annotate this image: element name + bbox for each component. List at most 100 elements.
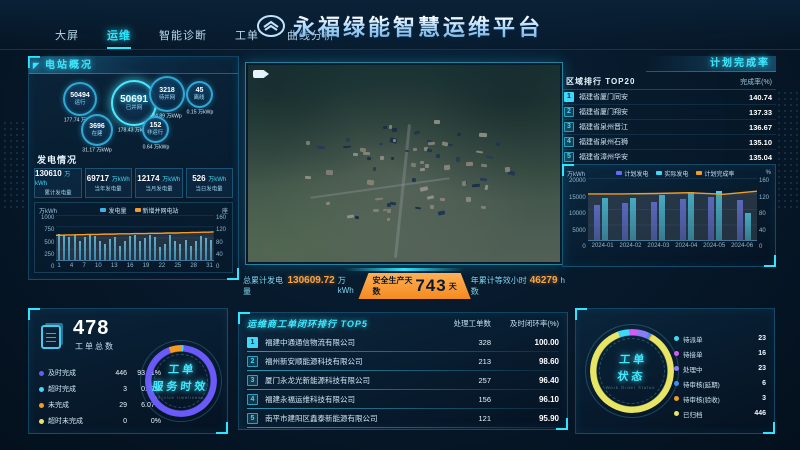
vendor-rate-col-header: 及时闭环率(%) bbox=[509, 318, 559, 328]
stat-label: 当日发电量 bbox=[195, 186, 223, 193]
vendor-name: 厦门永龙光新能源科技有限公司 bbox=[265, 376, 370, 385]
legend-dot bbox=[39, 370, 44, 376]
nav-item-运维[interactable]: 运维 bbox=[107, 27, 131, 49]
work-status-legend-item[interactable]: 待派单 23 bbox=[674, 331, 766, 346]
gauge2-subtitle: Work Order Status bbox=[605, 385, 656, 391]
work-status-legend-item[interactable]: 待接单 16 bbox=[674, 346, 766, 361]
plan-plot-area bbox=[587, 178, 757, 241]
legend-swatch bbox=[656, 171, 663, 175]
vendor-ranking-row[interactable]: 3 厦门永龙光新能源科技有限公司 257 96.40 bbox=[239, 371, 567, 390]
vendor-ranking-title: 运维商工单闭环排行 TOP5 bbox=[247, 318, 368, 329]
legend-dot bbox=[39, 402, 44, 408]
bubble-label: 已并网 bbox=[125, 105, 143, 111]
y-tick: 250 bbox=[44, 251, 55, 258]
region-ranking-col-header: 完成率(%) bbox=[740, 78, 772, 86]
bubble-value: 3218 bbox=[159, 86, 175, 94]
daily-bar bbox=[68, 236, 71, 260]
legend-item[interactable]: 实际发电 bbox=[656, 169, 688, 178]
station-panel-title-text: 电站概况 bbox=[45, 60, 93, 71]
work-timeliness-legend-item[interactable]: 超时未完成 0 0% bbox=[39, 413, 161, 429]
legend-dot bbox=[674, 381, 679, 386]
legend-swatch bbox=[134, 208, 141, 212]
bubble-value: 152 bbox=[149, 122, 162, 130]
bubble-value: 45 bbox=[195, 87, 204, 95]
legend-item[interactable]: 发电量 bbox=[100, 206, 127, 215]
work-status-legend-item[interactable]: 待审核(验收) 3 bbox=[674, 391, 766, 406]
region-ranking-row[interactable]: 3 福建省泉州晋江 136.67 bbox=[562, 120, 776, 135]
nav-item-智能诊断[interactable]: 智能诊断 bbox=[159, 30, 207, 42]
safety-days-unit: 天 bbox=[448, 281, 457, 291]
y-tick: 0 bbox=[215, 264, 220, 270]
nav-item-曲线分析[interactable]: 曲线分析 bbox=[287, 27, 335, 49]
vendor-name: 南平市建阳区鑫泰新能源有限公司 bbox=[265, 414, 378, 423]
legend-swatch bbox=[100, 208, 107, 212]
region-ranking-row[interactable]: 1 福建省厦门同安 140.74 bbox=[562, 90, 776, 105]
completion-line bbox=[587, 178, 757, 240]
generation-stat-card: 69717 万kWh 当年发电量 bbox=[84, 168, 132, 198]
legend-swatch bbox=[696, 171, 703, 175]
region-name: 福建省泉州石狮 bbox=[579, 139, 628, 146]
work-status-legend-item[interactable]: 已归档 446 bbox=[674, 406, 766, 421]
photo-tint-overlay bbox=[248, 65, 560, 262]
work-timeliness-gauge: 工单 服务时效 Service timeliness bbox=[140, 340, 222, 422]
region-ranking-row[interactable]: 2 福建省厦门翔安 137.33 bbox=[562, 105, 776, 120]
vendor-closure-rate: 98.60 bbox=[538, 357, 559, 366]
region-ranking-list: 1 福建省厦门同安 140.74 2 福建省厦门翔安 137.33 3 福建省泉州晋江 136.… bbox=[562, 90, 776, 165]
vendor-ranking-list: 1 福建中通通信物流有限公司 328 100.00 2 福州新安顺能源科技有限公司 213 9… bbox=[239, 333, 567, 428]
legend-swatch bbox=[616, 171, 623, 175]
station-bubble-离线: 45 离线 bbox=[186, 81, 213, 108]
bar-group bbox=[622, 178, 637, 240]
generation-subtitle: 发电情况 bbox=[37, 155, 78, 165]
daily-chart-legend: 发电量 新增并网电站 bbox=[57, 206, 222, 215]
y-tick: 160 bbox=[758, 178, 769, 184]
daily-bar bbox=[159, 246, 162, 260]
plan-y-left-unit: 万kWh bbox=[567, 171, 586, 178]
generation-stat-card: 526 万kWh 当日发电量 bbox=[185, 168, 233, 198]
stat-label: 当月发电量 bbox=[145, 186, 173, 193]
daily-bar bbox=[118, 245, 121, 260]
daily-bar bbox=[73, 235, 76, 260]
y-tick: 40 bbox=[758, 227, 766, 234]
plan-completion-panel-title: 计划完成率 bbox=[646, 56, 776, 72]
y-tick: 40 bbox=[215, 251, 223, 258]
legend-item[interactable]: 计划完成率 bbox=[696, 169, 734, 178]
vendor-ranking-row[interactable]: 2 福州新安顺能源科技有限公司 213 98.60 bbox=[239, 352, 567, 371]
legend-item[interactable]: 新增并网电站 bbox=[134, 206, 179, 215]
generation-stat-card: 12174 万kWh 当月发电量 bbox=[135, 168, 183, 198]
plan-y-axis-right: 160 120 80 40 0 bbox=[757, 178, 771, 250]
bar-实际发电 bbox=[744, 213, 751, 240]
x-tick: 2024-06 bbox=[731, 242, 754, 249]
station-bubbles: 50494 运行 177.74 万kWp 50691 已并网 178.43 万kWp 321… bbox=[29, 76, 238, 153]
daily-bar bbox=[179, 243, 182, 260]
daily-bar bbox=[164, 244, 167, 260]
nav-item-大屏[interactable]: 大屏 bbox=[55, 30, 79, 42]
region-ranking-row[interactable]: 5 福建省漳州华安 135.04 bbox=[562, 150, 776, 165]
vendor-ranking-row[interactable]: 4 福建永福运维科技有限公司 156 96.10 bbox=[239, 390, 567, 409]
vendor-order-count: 328 bbox=[478, 338, 491, 347]
daily-bar bbox=[134, 234, 137, 260]
vendor-ranking-row[interactable]: 1 福建中通通信物流有限公司 328 100.00 bbox=[239, 333, 567, 352]
bar-实际发电 bbox=[601, 197, 608, 240]
daily-bar bbox=[169, 234, 172, 260]
total-generation-label: 总累计发电量 bbox=[243, 276, 283, 296]
nav-item-工单[interactable]: 工单 bbox=[235, 30, 259, 42]
bubble-capacity: 0.64 万kWp bbox=[142, 145, 169, 151]
vendor-ranking-row[interactable]: 5 南平市建阳区鑫泰新能源有限公司 121 95.90 bbox=[239, 409, 567, 428]
x-tick: 31 bbox=[206, 262, 213, 269]
vendor-order-count: 121 bbox=[478, 414, 491, 423]
work-status-legend-item[interactable]: 处理中 23 bbox=[674, 361, 766, 376]
x-tick: 1 bbox=[57, 262, 61, 269]
daily-bar bbox=[184, 240, 187, 260]
legend-label: 新增并网电站 bbox=[142, 208, 179, 215]
bubble-label: 在建 bbox=[91, 130, 103, 137]
gauge1-title-line1: 工单 bbox=[167, 364, 197, 376]
region-name: 福建省泉州晋江 bbox=[579, 124, 628, 131]
daily-bar bbox=[83, 237, 86, 260]
camera-icon[interactable] bbox=[253, 70, 269, 78]
work-status-legend-item[interactable]: 待审核(延期) 6 bbox=[674, 376, 766, 391]
daily-generation-chart: 万kWh 发电量 新增并网电站 座 1000 750 500 250 0 1 4 7 10 13 1… bbox=[34, 202, 233, 273]
x-tick: 16 bbox=[126, 262, 134, 269]
legend-item[interactable]: 计划发电 bbox=[616, 169, 648, 178]
bar-实际发电 bbox=[630, 197, 637, 240]
region-ranking-row[interactable]: 4 福建省泉州石狮 135.10 bbox=[562, 135, 776, 150]
